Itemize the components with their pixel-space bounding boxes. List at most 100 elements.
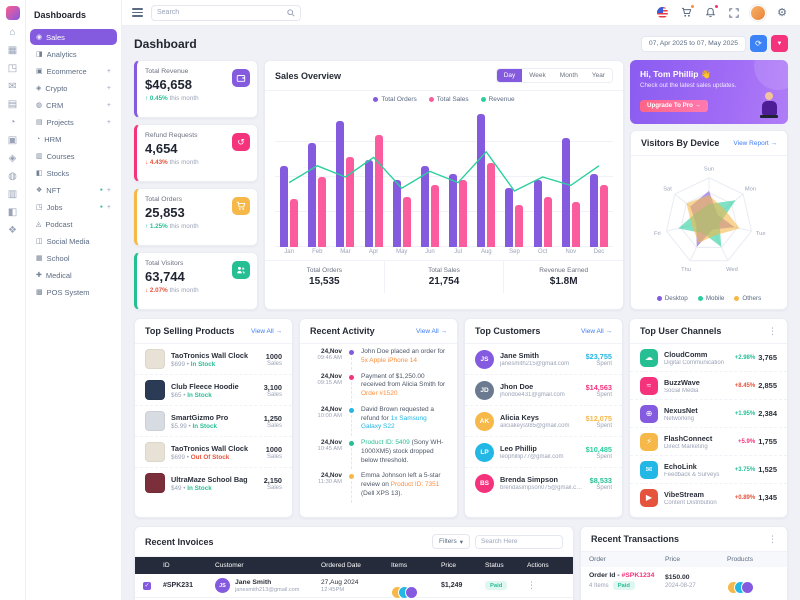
channel-row: ✉ EchoLink Feedback & Surveys +3.75% 1,5… bbox=[630, 456, 787, 484]
sales-summary: Total Orders 15,535 Total Sales 21,754 Rev… bbox=[265, 260, 623, 293]
sidebar-item-label: Sales bbox=[46, 32, 65, 42]
kebab-menu-icon[interactable]: ⋮ bbox=[768, 325, 777, 336]
sidebar-item[interactable]: ◬ Podcast bbox=[30, 216, 117, 232]
stat-value: $46,658 bbox=[145, 77, 192, 92]
app-logo-icon[interactable] bbox=[5, 6, 20, 20]
expand-plus-icon[interactable]: + bbox=[106, 67, 111, 75]
cart-icon[interactable] bbox=[678, 3, 695, 21]
user-avatar[interactable] bbox=[750, 4, 766, 21]
rail-icon[interactable]: ▦ bbox=[7, 45, 18, 56]
sidebar-item[interactable]: ▤ Projects + bbox=[30, 114, 117, 130]
card-title: Recent Invoices bbox=[145, 536, 214, 547]
sales-chart-bars bbox=[275, 107, 613, 247]
notifications-bell-icon[interactable] bbox=[702, 3, 719, 21]
kebab-menu-icon[interactable]: ⋮ bbox=[768, 533, 777, 544]
settings-gear-icon[interactable]: ⚙ bbox=[777, 7, 787, 19]
sidebar-item[interactable]: ▦ School bbox=[30, 250, 117, 266]
product-sales-label: Sales bbox=[266, 453, 282, 460]
customer-email: janesmith215@gmail.com bbox=[500, 361, 570, 367]
upgrade-to-pro-button[interactable]: Upgrade To Pro → bbox=[640, 99, 708, 112]
sidebar-item[interactable]: ▥ Courses bbox=[30, 148, 117, 164]
product-thumbnail bbox=[145, 442, 165, 462]
channel-name: FlashConnect bbox=[664, 433, 713, 443]
channel-change: +1.95% bbox=[734, 410, 756, 417]
customer-amount: $12,075 bbox=[585, 413, 612, 423]
sidebar-item[interactable]: ❖ NFT ● + bbox=[30, 182, 117, 198]
filters-button[interactable]: Filters ▾ bbox=[432, 534, 470, 549]
sidebar-item[interactable]: ◫ Social Media bbox=[30, 233, 117, 249]
expand-plus-icon[interactable]: + bbox=[106, 186, 111, 194]
sidebar-item[interactable]: ◔ HRM bbox=[30, 131, 117, 147]
rail-icon[interactable]: ◍ bbox=[8, 171, 17, 182]
sidebar-item[interactable]: ◨ Analytics bbox=[30, 46, 117, 62]
fullscreen-icon[interactable] bbox=[726, 5, 742, 21]
customer-email: brendasimpson075@gmail.com bbox=[500, 485, 584, 491]
rail-icon[interactable]: ◔ bbox=[9, 117, 16, 128]
stat-label: Total Revenue bbox=[145, 68, 189, 75]
col-actions: Actions bbox=[527, 562, 549, 569]
svg-text:Fri: Fri bbox=[654, 231, 661, 237]
product-meta: $699 • Out Of Stock bbox=[171, 453, 230, 461]
view-all-link[interactable]: View All → bbox=[581, 327, 612, 335]
product-sales-label: Sales bbox=[266, 360, 282, 367]
view-all-link[interactable]: View All → bbox=[416, 327, 447, 335]
activity-link[interactable]: Product ID: 7351 bbox=[390, 481, 440, 489]
sidebar-item[interactable]: ◉ Sales bbox=[30, 29, 117, 45]
channel-value: 1,345 bbox=[758, 493, 777, 502]
invoice-search-input[interactable] bbox=[475, 534, 563, 549]
tab-week[interactable]: Week bbox=[522, 69, 553, 82]
sidebar-item[interactable]: ◳ Jobs ● + bbox=[30, 199, 117, 215]
view-report-link[interactable]: View Report → bbox=[733, 139, 777, 147]
rail-icon[interactable]: ◈ bbox=[8, 153, 17, 164]
rail-icon[interactable]: ▤ bbox=[7, 99, 18, 110]
tab-year[interactable]: Year bbox=[584, 69, 612, 82]
date-range-controls: 07, Apr 2025 to 07, May 2025 ⟳ ▼ bbox=[640, 35, 788, 52]
expand-plus-icon[interactable]: + bbox=[106, 118, 111, 126]
rail-icon[interactable]: ▣ bbox=[7, 135, 18, 146]
sidebar-item[interactable]: ▩ POS System bbox=[30, 284, 117, 300]
rail-icon[interactable]: ◧ bbox=[7, 207, 18, 218]
language-flag-icon[interactable] bbox=[654, 5, 670, 21]
date-range-picker[interactable]: 07, Apr 2025 to 07, May 2025 bbox=[640, 35, 746, 52]
rail-icon[interactable]: ✉ bbox=[8, 81, 17, 92]
sidebar-item[interactable]: ◈ Crypto + bbox=[30, 80, 117, 96]
activity-text: John Doe placed an order for 5x Apple iP… bbox=[361, 348, 446, 364]
sidebar-item-icon: ▤ bbox=[36, 119, 43, 126]
legend-dot-orders bbox=[373, 97, 379, 102]
sidebar-item[interactable]: ◧ Stocks bbox=[30, 165, 117, 181]
row-actions-icon[interactable]: ⋮ bbox=[527, 580, 536, 590]
filter-button[interactable]: ▼ bbox=[771, 35, 788, 52]
main-area: ⚙ Dashboard 07, Apr 2025 to 07, May 2025… bbox=[122, 0, 800, 600]
rail-icon[interactable]: ◳ bbox=[7, 63, 18, 74]
sidebar-item[interactable]: ▣ Ecommerce + bbox=[30, 63, 117, 79]
global-search bbox=[151, 4, 301, 21]
rail-icon[interactable]: ⌂ bbox=[9, 27, 16, 38]
activity-link[interactable]: Product ID: 5409 bbox=[361, 439, 410, 447]
expand-plus-icon[interactable]: + bbox=[106, 203, 111, 211]
sidebar-item-label: CRM bbox=[46, 100, 64, 110]
activity-link[interactable]: Order #1520 bbox=[361, 390, 398, 398]
sidebar-item-label: Medical bbox=[45, 270, 72, 280]
activity-link[interactable]: 1x Samsung Galaxy S22 bbox=[361, 414, 427, 431]
sidebar-item[interactable]: ✚ Medical bbox=[30, 267, 117, 283]
rail-icon[interactable]: ❖ bbox=[8, 225, 17, 236]
tab-month[interactable]: Month bbox=[552, 69, 585, 82]
view-all-link[interactable]: View All → bbox=[251, 327, 282, 335]
hamburger-menu-icon[interactable] bbox=[132, 8, 143, 17]
product-meta: $699 • In Stock bbox=[171, 360, 216, 368]
rail-icon[interactable]: ▥ bbox=[7, 189, 18, 200]
activity-link[interactable]: 5x Apple iPhone 14 bbox=[361, 356, 418, 364]
search-input[interactable] bbox=[157, 9, 287, 16]
legend-label: Others bbox=[742, 295, 762, 302]
channel-category: Feedback & Surveys bbox=[664, 471, 720, 478]
timeline-dot bbox=[349, 474, 354, 480]
period-tabs: Day Week Month Year bbox=[495, 68, 613, 83]
date-refresh-button[interactable]: ⟳ bbox=[750, 35, 767, 52]
activity-time: 09:46 AM bbox=[317, 355, 343, 361]
tab-day[interactable]: Day bbox=[496, 69, 523, 82]
expand-plus-icon[interactable]: + bbox=[106, 84, 111, 92]
sidebar-item[interactable]: ◍ CRM + bbox=[30, 97, 117, 113]
row-checkbox[interactable]: ✓ bbox=[143, 581, 151, 590]
expand-plus-icon[interactable]: + bbox=[106, 101, 111, 109]
